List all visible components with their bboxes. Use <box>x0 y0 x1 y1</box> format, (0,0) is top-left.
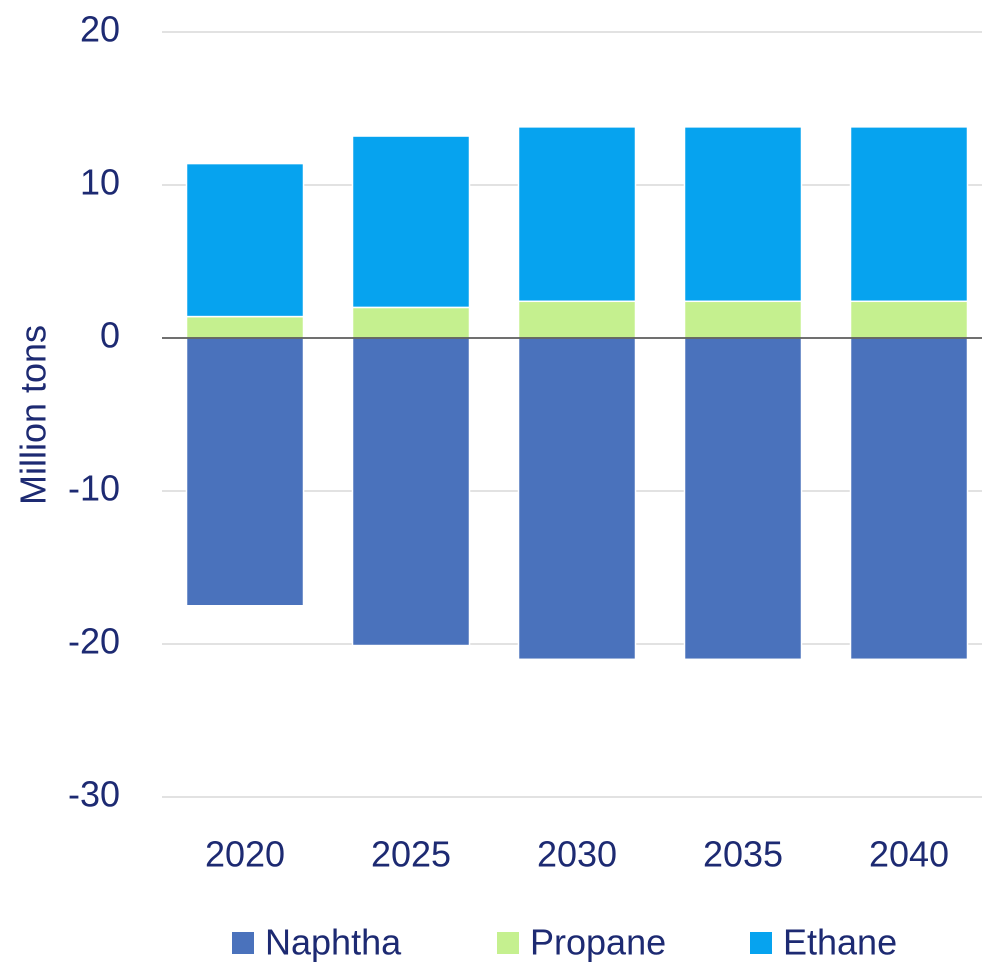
bar <box>351 135 471 309</box>
x-tick-label: 2025 <box>371 834 451 875</box>
bar <box>517 300 637 339</box>
bar <box>185 337 305 607</box>
y-tick-label: -30 <box>68 774 120 815</box>
y-tick-label: 20 <box>80 9 120 50</box>
bar <box>849 126 969 303</box>
y-axis-label: Million tons <box>13 325 54 505</box>
legend-label: Ethane <box>783 922 897 963</box>
x-tick-label: 2035 <box>703 834 783 875</box>
bar <box>849 300 969 339</box>
bar <box>683 337 803 661</box>
bar <box>517 337 637 661</box>
x-tick-label: 2030 <box>537 834 617 875</box>
legend-swatch <box>232 932 254 954</box>
y-tick-label: -20 <box>68 621 120 662</box>
bar <box>683 300 803 339</box>
bar <box>351 337 471 647</box>
y-tick-label: 10 <box>80 162 120 203</box>
bar <box>517 126 637 303</box>
bar <box>185 162 305 318</box>
bar <box>351 306 471 339</box>
bar <box>683 126 803 303</box>
y-tick-label: 0 <box>100 315 120 356</box>
legend-label: Propane <box>530 922 666 963</box>
x-tick-label: 2020 <box>205 834 285 875</box>
x-tick-label: 2040 <box>869 834 949 875</box>
bar <box>185 315 305 339</box>
legend-label: Naphtha <box>265 922 402 963</box>
y-tick-label: -10 <box>68 468 120 509</box>
legend-swatch <box>750 932 772 954</box>
bar <box>849 337 969 661</box>
legend-swatch <box>497 932 519 954</box>
